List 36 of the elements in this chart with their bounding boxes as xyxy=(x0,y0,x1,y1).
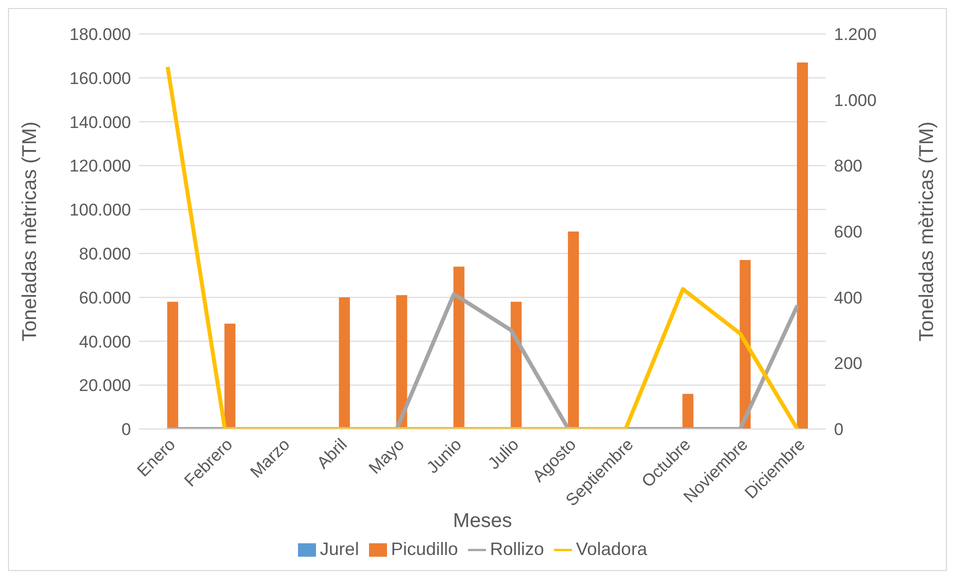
legend-label: Picudillo xyxy=(390,539,458,559)
y-tick-label: 80.000 xyxy=(79,244,131,264)
y2-tick-label: 800 xyxy=(834,156,862,176)
line-series xyxy=(166,64,800,429)
y2-tick-label: 1.200 xyxy=(834,25,877,44)
y-tick-label: 160.000 xyxy=(70,68,131,88)
bar xyxy=(224,324,236,429)
bar xyxy=(510,302,522,429)
y-tick-label: 180.000 xyxy=(70,25,131,44)
x-tick-label: Julio xyxy=(484,434,522,474)
bar xyxy=(338,297,350,429)
y-tick-label: 0 xyxy=(122,420,131,440)
bar xyxy=(396,295,408,429)
bar xyxy=(682,394,694,429)
y-tick-label: 100.000 xyxy=(70,200,131,220)
y2-tick-label: 0 xyxy=(834,420,844,440)
y2-tick-label: 200 xyxy=(834,354,862,374)
y2-tick-label: 600 xyxy=(834,222,862,242)
y-tick-label: 40.000 xyxy=(79,332,131,352)
y-tick-label: 140.000 xyxy=(70,112,131,132)
legend-label: Voladora xyxy=(576,539,648,559)
y-tick-label: 60.000 xyxy=(79,288,131,308)
legend-label: Jurel xyxy=(320,539,359,559)
legend-label: Rollizo xyxy=(490,539,544,559)
bar xyxy=(796,62,808,429)
y-axis-title: Toneladas mètricas (TM) xyxy=(19,121,42,342)
x-axis-title: Meses xyxy=(453,510,512,532)
bar xyxy=(167,302,178,429)
bar xyxy=(568,232,579,429)
y-tick-label: 120.000 xyxy=(70,156,131,176)
bar xyxy=(453,266,464,429)
y2-axis-title: Toneladas mètricas (TM) xyxy=(916,121,938,342)
y-tick-label: 20.000 xyxy=(79,376,131,396)
y2-tick-label: 1.000 xyxy=(834,90,877,110)
y2-tick-label: 400 xyxy=(834,288,862,308)
bar xyxy=(740,260,751,429)
